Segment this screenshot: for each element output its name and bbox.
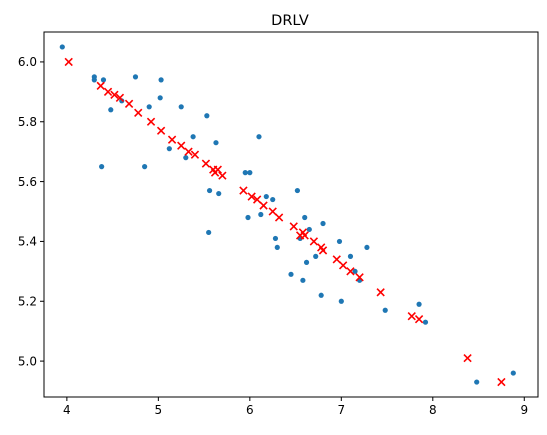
fitted-point (213, 165, 222, 174)
fitted-point (338, 261, 348, 270)
fitted-point (497, 377, 506, 387)
observed-point (190, 134, 196, 140)
y-tick-label: 5.2 (18, 294, 37, 308)
observed-point (474, 379, 480, 385)
plot-frame (43, 31, 539, 398)
fitted-point (376, 288, 385, 297)
y-tick-label: 5.4 (18, 235, 37, 249)
fitted-point (346, 267, 355, 276)
x-tick-label: 4 (63, 403, 71, 417)
fitted-point (259, 201, 268, 210)
fitted-point (201, 159, 211, 168)
x-tick-label: 8 (429, 403, 437, 417)
fitted-point (239, 186, 248, 195)
observed-point (157, 95, 163, 101)
fitted-point (190, 150, 200, 159)
observed-point (416, 301, 422, 307)
observed-point (422, 319, 429, 325)
observed-point (258, 211, 264, 218)
observed-point (338, 298, 344, 304)
observed-point (142, 164, 148, 170)
fitted-point (332, 255, 341, 264)
fitted-point (414, 315, 424, 324)
observed-point (108, 107, 114, 113)
observed-point (132, 74, 139, 80)
fitted-point (407, 312, 416, 321)
fitted-point (156, 126, 166, 135)
fitted-point (289, 222, 298, 231)
observed-point (272, 235, 279, 242)
observed-point (206, 187, 213, 194)
observed-point (352, 268, 358, 274)
observed-point (336, 238, 343, 245)
y-tick-label: 5.6 (18, 175, 37, 189)
observed-point (91, 74, 97, 80)
observed-point (288, 271, 294, 277)
observed-point (306, 226, 312, 233)
fitted-point (268, 207, 277, 216)
observed-point (256, 134, 262, 140)
observed-point (364, 244, 370, 251)
fitted-point (300, 231, 309, 240)
observed-point (100, 77, 107, 83)
fitted-point (115, 93, 125, 102)
observed-point (242, 170, 248, 176)
observed-point (183, 155, 189, 161)
observed-point (119, 98, 125, 104)
fitted-point (247, 192, 256, 201)
fitted-point (463, 353, 472, 363)
observed-point (347, 253, 354, 259)
x-tick-label: 9 (520, 403, 528, 417)
x-tick-label: 7 (337, 403, 345, 417)
fitted-point (167, 135, 177, 144)
fitted-point (110, 90, 119, 99)
observed-point (247, 170, 253, 176)
fitted-point (96, 81, 105, 91)
observed-point (300, 277, 306, 283)
fitted-point (124, 99, 134, 108)
observed-point (510, 370, 516, 376)
observed-point (206, 229, 212, 236)
observed-point (270, 196, 276, 203)
y-tick-label: 5.8 (18, 115, 37, 129)
fitted-point (355, 273, 364, 282)
observed-point (99, 164, 105, 170)
fitted-point (218, 171, 227, 180)
observed-point (146, 104, 152, 110)
fitted-point (103, 87, 113, 97)
x-tick-label: 6 (246, 403, 254, 417)
fitted-point (184, 147, 193, 156)
observed-point (320, 220, 326, 227)
observed-point (178, 104, 184, 110)
observed-point (166, 146, 172, 152)
fitted-point (64, 57, 73, 67)
observed-point (213, 140, 219, 146)
fitted-point (146, 117, 156, 126)
fitted-point (318, 246, 328, 255)
observed-point (59, 44, 65, 50)
observed-point (216, 190, 222, 197)
chart-title: DRLV (271, 13, 309, 29)
observed-point (302, 214, 308, 221)
y-tick-label: 6.0 (18, 55, 37, 69)
observed-point (294, 187, 301, 194)
observed-point (318, 292, 324, 298)
x-tick-label: 5 (155, 403, 163, 417)
observed-point (313, 253, 319, 259)
fitted-point (274, 213, 284, 222)
fitted-point (134, 108, 143, 117)
observed-point (158, 77, 164, 83)
fitted-point (252, 195, 262, 204)
observed-point (263, 193, 269, 200)
fitted-point (309, 237, 319, 246)
observed-point (245, 214, 251, 221)
observed-point (303, 259, 310, 265)
y-tick-label: 5.0 (18, 354, 37, 368)
fitted-point (177, 141, 186, 150)
observed-point (382, 307, 388, 313)
observed-point (204, 113, 210, 119)
observed-point (274, 244, 280, 251)
